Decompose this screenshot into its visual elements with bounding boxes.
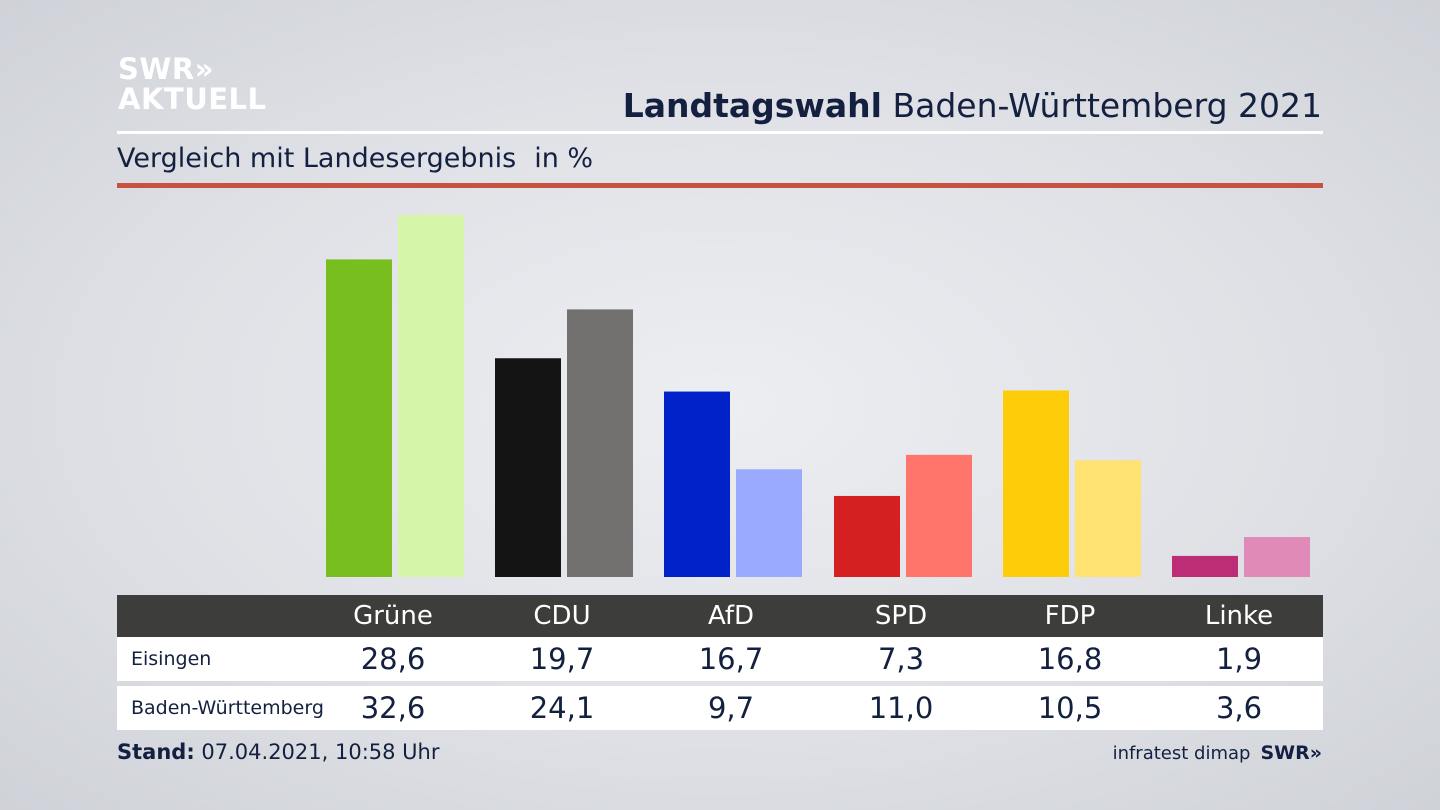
table-cell: 32,6 [360, 691, 426, 725]
timestamp: Stand: 07.04.2021, 10:58 Uhr [117, 740, 440, 764]
column-header: AfD [707, 601, 755, 631]
table-cell: 1,9 [1215, 642, 1263, 676]
logo-line-2: AKTUELL [118, 82, 267, 116]
page-title: Landtagswahl Baden-Württemberg 2021 [623, 86, 1322, 125]
table-cell: 11,0 [868, 691, 934, 725]
column-header: Grüne [353, 601, 433, 631]
bar-linke-state [1244, 537, 1310, 577]
table-cell: 16,7 [698, 642, 764, 676]
logo-line-1: SWR» [118, 52, 214, 86]
row-label: Baden-Württemberg [131, 697, 324, 719]
bar-fdp-state [1075, 460, 1141, 577]
title-rest: Baden-Württemberg 2021 [881, 86, 1322, 125]
subtitle-text: Vergleich mit Landesergebnis [117, 143, 517, 174]
results-table: Grüne CDU AfD SPD FDP Linke Eisingen 28,6 19,7… [117, 595, 1323, 730]
title-bold: Landtagswahl [622, 86, 882, 125]
stand-value: 07.04.2021, 10:58 Uhr [194, 740, 440, 764]
column-header: SPD [874, 601, 928, 631]
table-cell: 16,8 [1037, 642, 1103, 676]
table-row-baden-wuerttemberg: Baden-Württemberg 32,6 24,1 9,7 11,0 10,5 3,6 [117, 686, 1323, 730]
table-cell: 9,7 [707, 691, 755, 725]
source-text: infratest dimap [1112, 743, 1251, 764]
header-divider [117, 131, 1323, 134]
swr-aktuell-logo: SWR» AKTUELL [118, 54, 267, 114]
table-row-eisingen: Eisingen 28,6 19,7 16,7 7,3 16,8 1,9 [117, 637, 1323, 681]
table-cell: 10,5 [1037, 691, 1103, 725]
subtitle-unit: in % [534, 143, 594, 174]
stand-label: Stand: [117, 740, 195, 764]
bar-afd-local [664, 391, 730, 577]
bar-fdp-local [1003, 390, 1069, 577]
column-header: Linke [1204, 601, 1274, 631]
table-cell: 3,6 [1215, 691, 1263, 725]
bar-grne-state [398, 215, 464, 577]
bar-grne-local [326, 259, 392, 577]
bar-spd-local [834, 495, 900, 577]
bar-cdu-local [495, 358, 561, 577]
bar-cdu-state [567, 309, 633, 577]
source-credit: infratest dimap SWR» [1113, 742, 1322, 764]
column-header: FDP [1044, 601, 1096, 631]
table-cell: 24,1 [529, 691, 595, 725]
swr-brand-mark: SWR» [1260, 742, 1322, 764]
bar-linke-local [1172, 555, 1238, 577]
bar-spd-state [906, 454, 972, 577]
chart-subtitle: Vergleich mit Landesergebnis in % [117, 143, 593, 174]
table-cell: 28,6 [360, 642, 426, 676]
table-cell: 19,7 [529, 642, 595, 676]
table-header-row: Grüne CDU AfD SPD FDP Linke [117, 595, 1323, 637]
row-label: Eisingen [131, 648, 212, 670]
table-cell: 7,3 [877, 642, 925, 676]
column-header: CDU [533, 601, 591, 631]
bar-afd-state [736, 469, 802, 577]
subtitle-accent-rule [117, 183, 1323, 188]
